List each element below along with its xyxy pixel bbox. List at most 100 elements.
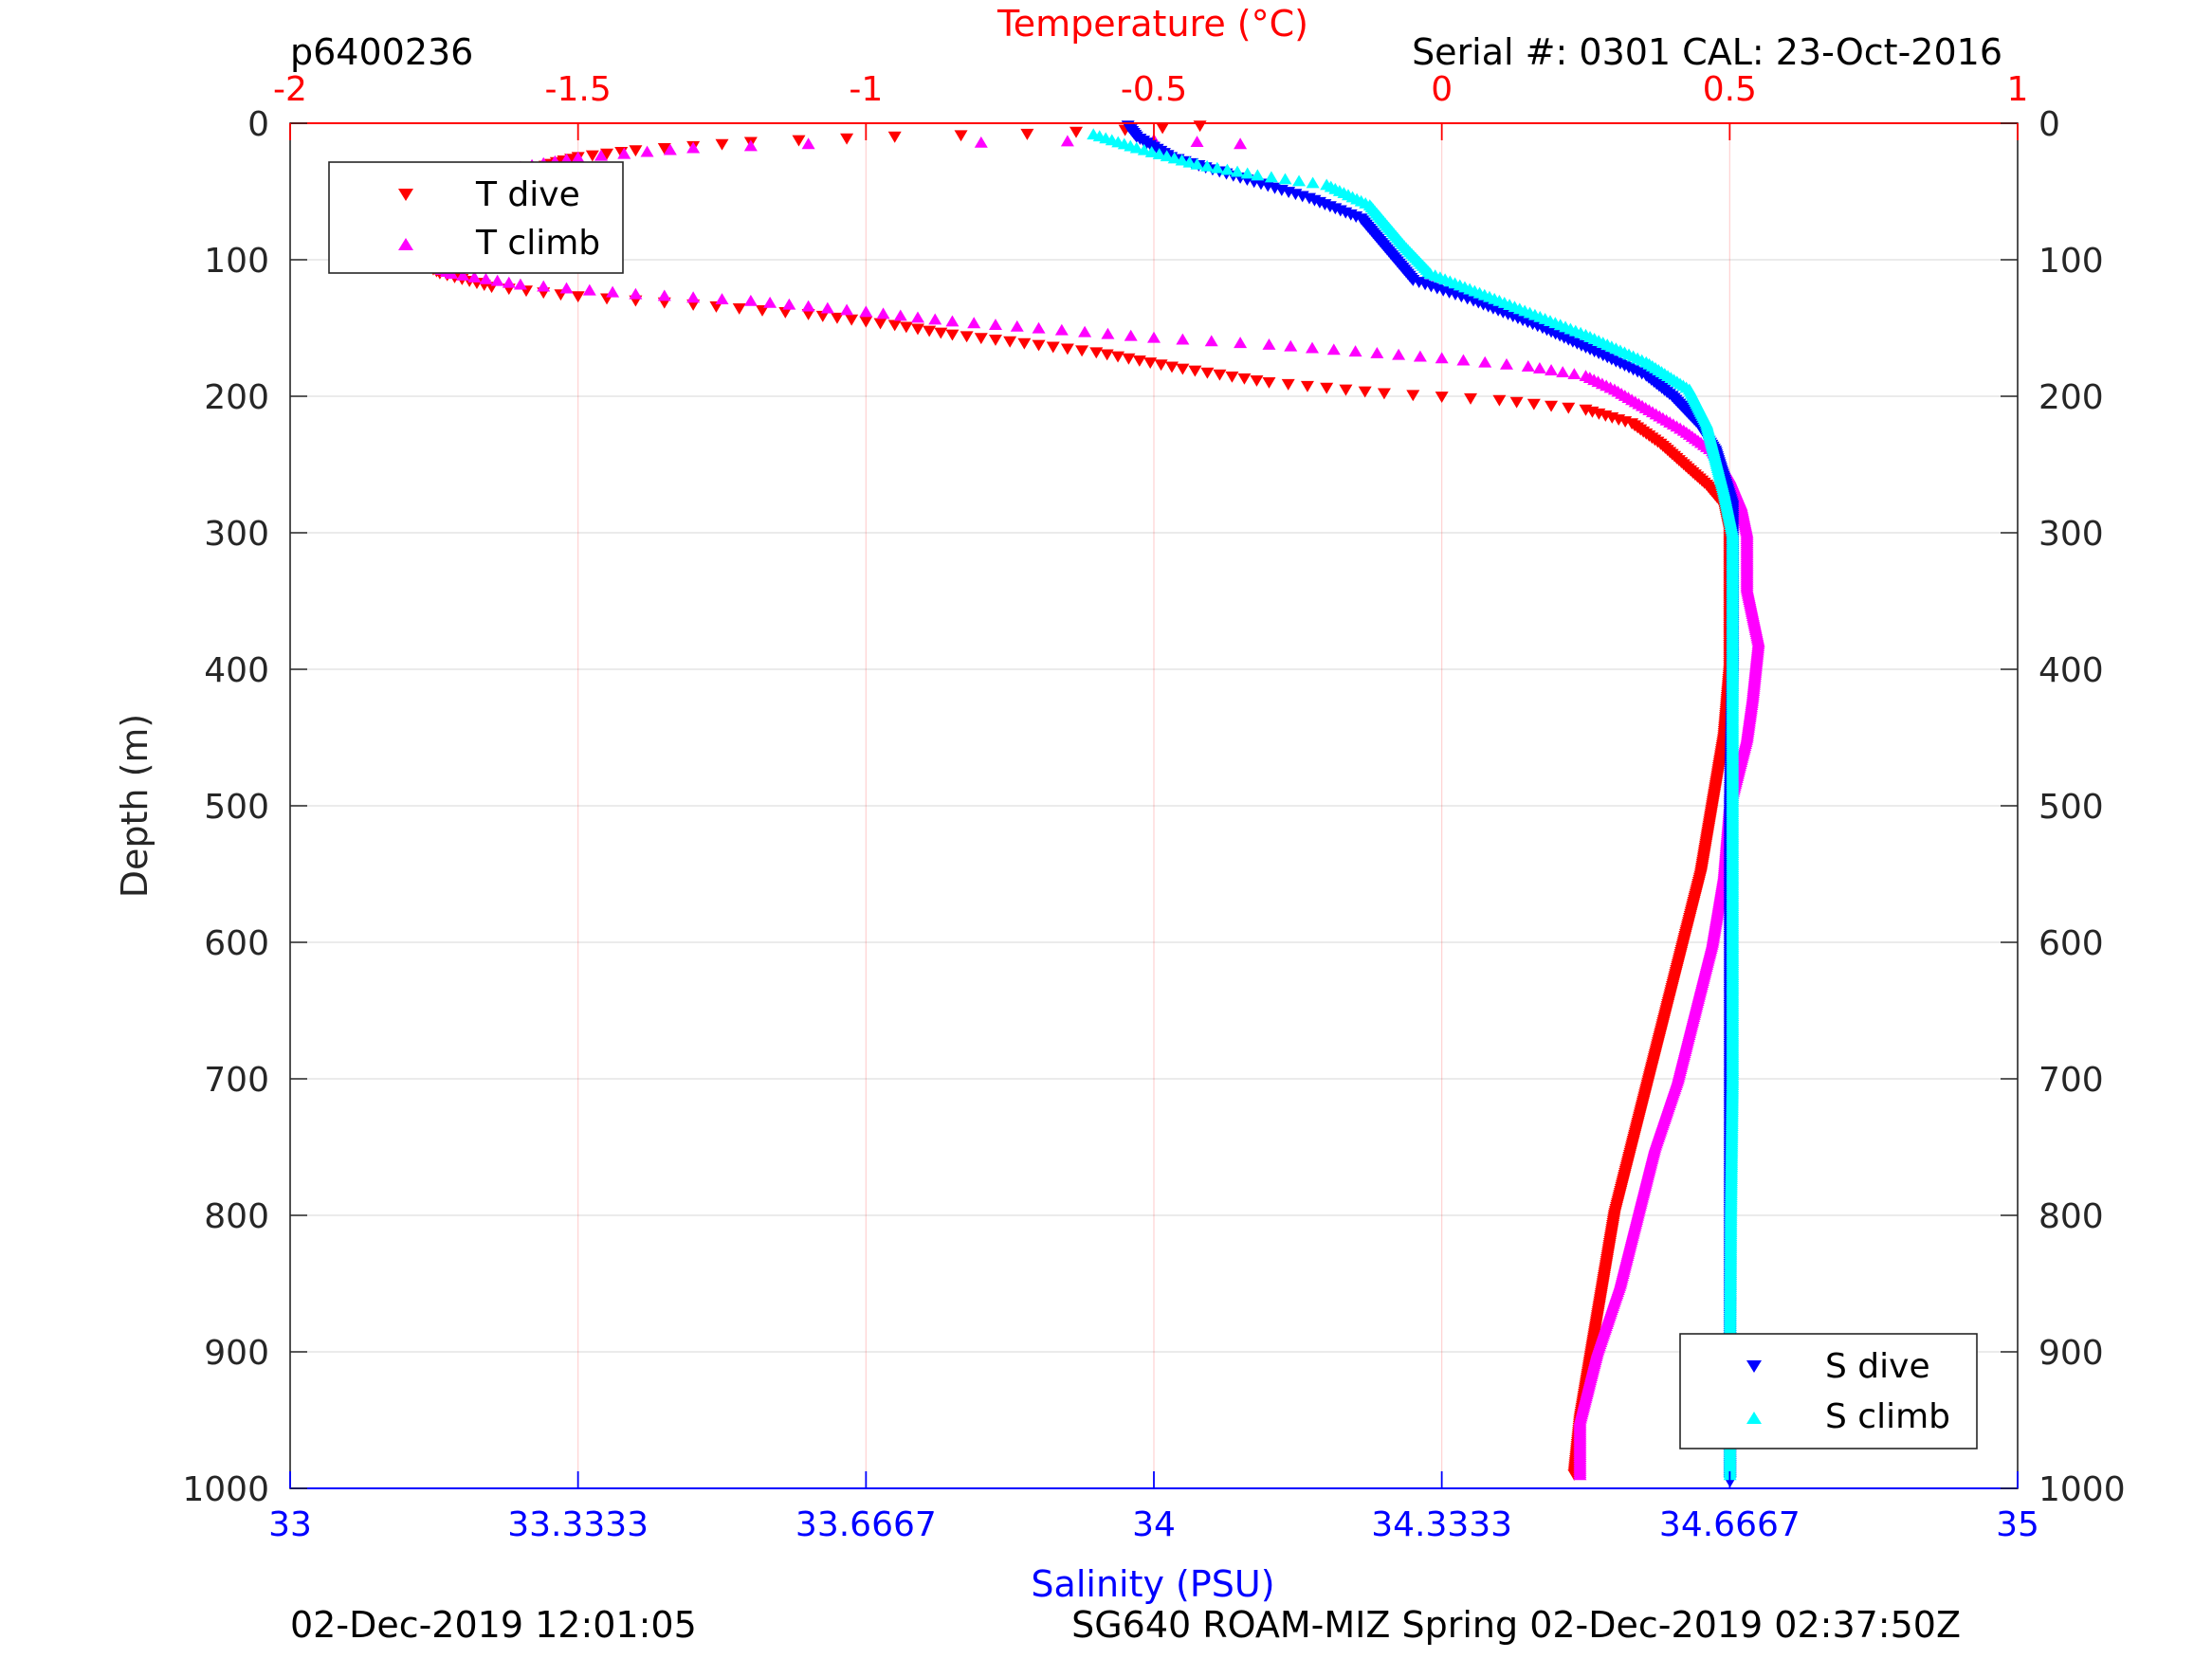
t-climb-point	[582, 283, 596, 296]
s-climb-point	[1190, 157, 1204, 170]
s-climb-point	[1129, 141, 1143, 154]
t-dive-point	[1464, 392, 1478, 405]
t-climb-point	[686, 141, 701, 154]
t-dive-point	[1046, 341, 1060, 354]
t-climb-point	[571, 151, 585, 163]
s-climb-point	[1210, 161, 1224, 173]
t-climb-point	[1010, 319, 1024, 332]
t-climb-point	[820, 301, 834, 314]
depth-axis-title: Depth (m)	[114, 714, 155, 899]
t-dive-point	[1069, 126, 1084, 138]
t-climb-point	[467, 270, 482, 283]
s-climb-point	[1175, 154, 1189, 166]
depth-tick-label-right: 400	[2038, 651, 2104, 690]
t-climb-point	[1262, 337, 1276, 350]
s-climb-point	[1306, 176, 1320, 189]
legend-s-dive-label: S dive	[1825, 1347, 1930, 1386]
t-climb-point	[1532, 362, 1546, 374]
temperature-tick-label: 0.5	[1703, 70, 1757, 109]
t-dive-point	[815, 310, 830, 322]
t-climb-point	[967, 317, 981, 329]
t-climb-point	[686, 291, 701, 303]
t-climb-point	[1176, 333, 1190, 345]
t-climb-point	[1413, 350, 1427, 362]
t-climb-point	[629, 287, 643, 300]
s-climb-point	[1231, 165, 1245, 177]
t-dive-point	[1250, 374, 1264, 387]
s-climb-point	[1160, 150, 1174, 162]
depth-tick-label-left: 300	[204, 515, 269, 554]
t-climb-point	[1060, 135, 1074, 147]
t-dive-point	[1122, 353, 1136, 365]
t-climb-point	[928, 313, 942, 325]
salinity-tick-label: 35	[1996, 1505, 2039, 1544]
depth-tick-label-left: 400	[204, 651, 269, 690]
t-climb-point	[1204, 335, 1218, 347]
t-dive-point	[859, 316, 873, 328]
t-dive-point	[801, 309, 815, 320]
t-climb-point	[1370, 346, 1384, 358]
salinity-legend-box	[1679, 1333, 1978, 1449]
t-climb-point	[537, 280, 551, 292]
t-dive-point	[1281, 378, 1295, 391]
t-dive-point	[1156, 122, 1170, 135]
salinity-tick-label: 33	[268, 1505, 312, 1544]
depth-tick-label-left: 0	[247, 105, 269, 144]
t-dive-point	[1060, 343, 1074, 356]
t-climb-point	[1521, 360, 1535, 372]
t-dive-point	[1154, 359, 1168, 372]
t-dive-point	[1143, 357, 1158, 370]
s-climb-point	[1152, 148, 1166, 159]
t-dive-point	[756, 304, 770, 317]
t-climb-point	[1556, 366, 1570, 377]
t-dive-point	[1111, 351, 1125, 363]
t-dive-point	[974, 333, 988, 345]
salinity-tick-label: 33.6667	[795, 1505, 937, 1544]
t-dive-point	[1200, 367, 1215, 379]
t-dive-point	[1032, 339, 1046, 352]
temperature-legend: T dive T climb	[328, 161, 624, 274]
temperature-tick-label: 0	[1431, 70, 1453, 109]
t-dive-point	[1225, 371, 1239, 383]
depth-tick-label-right: 300	[2038, 515, 2104, 554]
t-dive-point	[845, 314, 859, 326]
depth-tick-label-right: 1000	[2038, 1470, 2126, 1509]
t-climb-point	[840, 303, 854, 316]
t-climb-point	[559, 282, 574, 294]
t-dive-point	[1017, 337, 1032, 350]
t-climb-point	[1567, 368, 1581, 379]
t-climb-point	[801, 137, 815, 150]
t-climb-point	[1147, 331, 1161, 343]
depth-tick-label-right: 600	[2038, 924, 2104, 963]
salinity-axis-title: Salinity (PSU)	[1031, 1563, 1274, 1605]
t-climb-point	[782, 298, 796, 310]
axis-ticks: 0 0 100 100 200 200 300 300 400 400 500 500 600 600 70…	[182, 70, 2125, 1544]
s-climb-point	[1264, 171, 1278, 183]
t-climb-point	[640, 145, 654, 157]
t-dive-point	[934, 327, 948, 339]
depth-tick-label-right: 0	[2038, 105, 2060, 144]
t-dive-point	[792, 135, 806, 147]
t-dive-point	[887, 319, 902, 332]
depth-tick-label-left: 900	[204, 1334, 269, 1373]
t-climb-point	[1284, 339, 1298, 352]
depth-tick-label-right: 500	[2038, 788, 2104, 827]
t-dive-point	[1545, 400, 1559, 412]
t-dive-point	[732, 302, 746, 315]
temperature-tick-label: -1	[849, 70, 883, 109]
t-climb-point	[974, 136, 988, 148]
salinity-tick-label: 34.3333	[1371, 1505, 1512, 1544]
t-dive-point	[585, 150, 599, 162]
t-dive-point	[1492, 394, 1507, 407]
mission-label: SG640 ROAM-MIZ Spring 02-Dec-2019 02:37:…	[1071, 1604, 1961, 1646]
t-dive-point	[830, 312, 844, 324]
depth-tick-label-left: 600	[204, 924, 269, 963]
t-dive-point	[1406, 390, 1420, 402]
legend-t-climb-marker	[398, 238, 413, 250]
t-climb-point	[945, 315, 960, 327]
t-dive-point	[899, 321, 913, 334]
serial-cal-label: Serial #: 0301 CAL: 23-Oct-2016	[1412, 31, 2002, 73]
depth-tick-label-left: 100	[204, 242, 269, 281]
t-climb-point	[1456, 354, 1471, 366]
